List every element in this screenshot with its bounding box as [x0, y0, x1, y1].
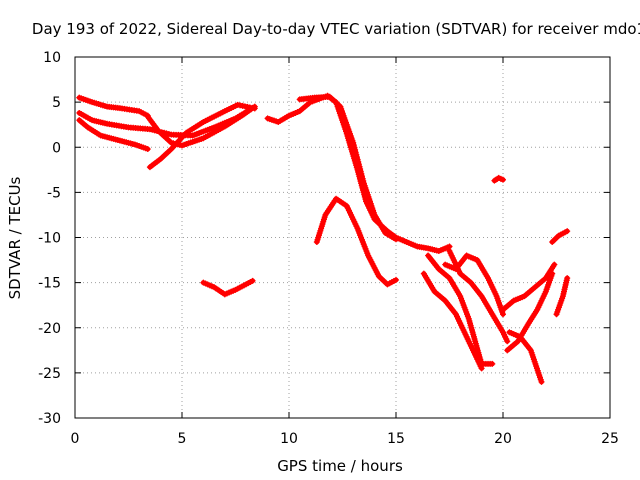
series-markers [553, 275, 571, 318]
y-tick-label: -25 [38, 366, 61, 382]
series-markers [549, 228, 571, 246]
series-track-1 [76, 94, 151, 119]
series-markers [76, 94, 151, 119]
series-markers [442, 252, 506, 318]
series-track-16 [500, 261, 558, 313]
series-track-19 [553, 275, 571, 318]
chart-title: Day 193 of 2022, Sidereal Day-to-day VTE… [32, 20, 640, 38]
series-track-9 [313, 195, 399, 288]
y-tick-label: 5 [52, 95, 61, 111]
x-axis-label: GPS time / hours [277, 457, 403, 475]
y-tick-label: -10 [38, 231, 61, 247]
x-tick-label: 20 [494, 431, 512, 447]
series-markers [200, 277, 256, 298]
series-markers [76, 117, 151, 153]
series-markers [506, 329, 545, 385]
series-markers [144, 103, 258, 149]
series-track-5 [146, 101, 258, 171]
x-tick-label: 25 [601, 431, 619, 447]
series-markers [446, 248, 511, 345]
series-track-18 [549, 228, 571, 246]
series-track-3 [76, 117, 151, 153]
ticks [74, 56, 611, 419]
y-tick-label: -5 [47, 185, 61, 201]
series-markers [313, 195, 399, 288]
series-markers [491, 174, 506, 184]
x-tick-label: 10 [280, 431, 298, 447]
series-track-14 [491, 174, 506, 184]
y-tick-label: 10 [43, 50, 61, 66]
series-track-13 [446, 248, 511, 345]
series-track-17 [506, 329, 545, 385]
x-tick-label: 0 [71, 431, 80, 447]
series-track-10 [420, 270, 485, 372]
series-track-6 [200, 277, 256, 298]
y-tick-label: 0 [52, 140, 61, 156]
x-tick-label: 15 [387, 431, 405, 447]
y-tick-label: -30 [38, 411, 61, 427]
series-markers [420, 270, 485, 372]
tick-labels: 0 5 10 15 20 25 -30 -25 -20 -15 -10 -5 0 5 10 [38, 50, 619, 447]
y-axis-label: SDTVAR / TECUs [6, 176, 24, 299]
series-layer [76, 92, 571, 385]
series-track-8 [296, 93, 399, 243]
x-tick-label: 5 [178, 431, 187, 447]
series-markers [425, 252, 496, 367]
series-markers [146, 101, 258, 171]
series-markers [500, 261, 558, 313]
y-tick-label: -15 [38, 276, 61, 292]
series-markers [296, 93, 399, 243]
series-track-11 [425, 252, 496, 367]
series-track-4 [144, 103, 258, 149]
y-tick-label: -20 [38, 321, 61, 337]
